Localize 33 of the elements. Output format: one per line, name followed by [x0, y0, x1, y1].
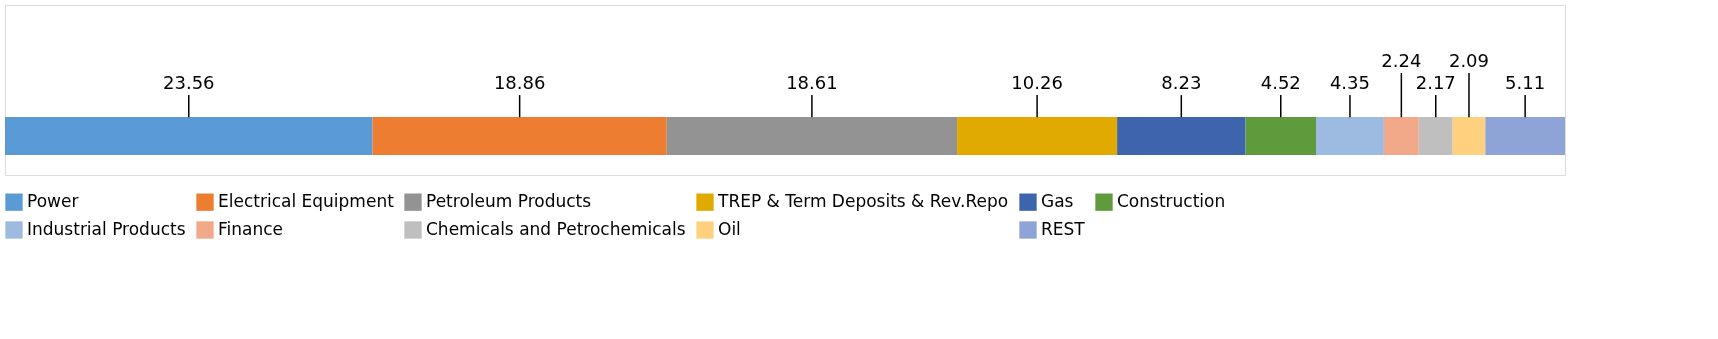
- data-label: 10.26: [1011, 72, 1063, 94]
- bar: [1418, 117, 1453, 155]
- data-label: 2.24: [1381, 50, 1422, 71]
- data-label: 4.35: [1329, 72, 1370, 94]
- bar: [957, 117, 1118, 155]
- bar: [1245, 117, 1317, 155]
- data-label: 2.17: [1415, 72, 1456, 94]
- legend-label: Gas: [1041, 191, 1074, 212]
- data-label: 18.61: [786, 72, 838, 94]
- data-label: 2.09: [1448, 50, 1490, 71]
- bar: [1117, 117, 1246, 155]
- legend-label: TREP & Term Deposits & Rev.Repo: [717, 191, 1009, 212]
- legend-label: Construction: [1117, 191, 1226, 212]
- legend-label: Petroleum Products: [426, 191, 592, 212]
- data-label: 8.23: [1161, 72, 1202, 94]
- bar: [1485, 117, 1565, 155]
- bar: [5, 117, 373, 155]
- legend-label: REST: [1041, 219, 1086, 239]
- data-label: 23.56: [163, 72, 215, 94]
- legend-label: Electrical Equipment: [218, 191, 395, 212]
- legend-label: Finance: [218, 219, 284, 239]
- bar: [372, 117, 667, 155]
- data-label: 4.52: [1260, 72, 1301, 94]
- data-label: 5.11: [1505, 72, 1546, 94]
- legend-label: Chemicals and Petrochemicals: [426, 219, 686, 239]
- legend-label: Industrial Products: [27, 219, 186, 239]
- legend-label: Oil: [718, 219, 741, 239]
- bar: [1316, 117, 1384, 155]
- legend-label: Power: [27, 191, 79, 212]
- data-label: 18.86: [493, 72, 546, 94]
- bar: [1452, 117, 1486, 155]
- bar: [666, 117, 958, 155]
- bar: [1383, 117, 1419, 155]
